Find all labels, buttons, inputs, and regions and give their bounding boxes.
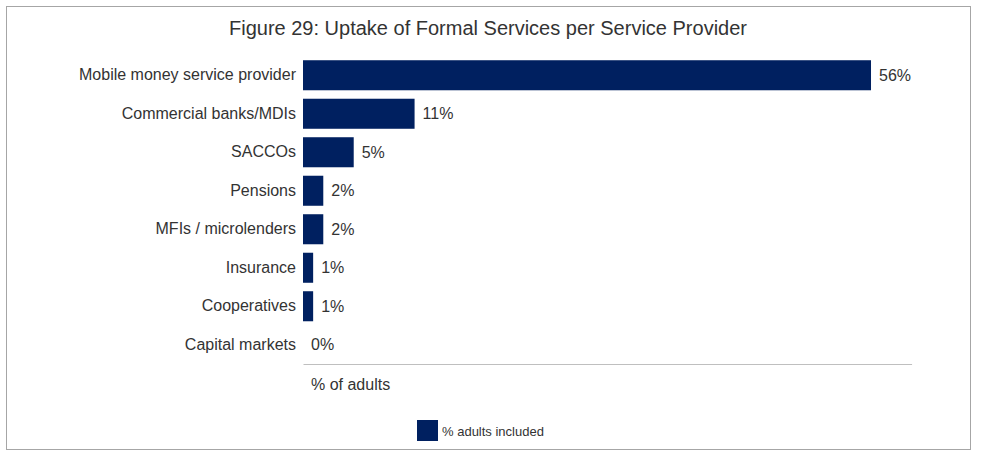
y-tick-label: Insurance <box>226 259 296 276</box>
y-tick-label: SACCOs <box>231 143 296 160</box>
chart: Figure 29: Uptake of Formal Services per… <box>0 0 984 456</box>
data-label: 56% <box>879 67 911 84</box>
bar <box>303 330 304 360</box>
y-tick: MFIs / microlenders <box>156 220 303 237</box>
y-tick: Insurance <box>226 259 303 276</box>
bar <box>303 137 354 167</box>
chart-title: Figure 29: Uptake of Formal Services per… <box>229 17 747 39</box>
bar <box>303 291 313 321</box>
y-tick: SACCOs <box>231 143 303 160</box>
plot-area: 56% 11% 5% 2% 2% 1% 1% 0% Mobile money service p… <box>79 60 912 364</box>
x-axis <box>304 364 913 365</box>
bar <box>303 60 871 90</box>
bar <box>303 176 323 206</box>
data-label: 0% <box>311 336 334 353</box>
bars <box>303 60 871 321</box>
x-axis-line <box>304 364 913 365</box>
data-label: 1% <box>321 259 344 276</box>
bar <box>303 214 323 244</box>
data-label: 11% <box>423 105 454 122</box>
x-axis-title: % of adults <box>311 376 390 393</box>
y-tick-label: Commercial banks/MDIs <box>122 105 296 122</box>
data-label: 5% <box>362 144 385 161</box>
y-tick: Mobile money service provider <box>79 66 303 83</box>
y-tick: Pensions <box>230 182 303 199</box>
chart-frame <box>7 7 971 450</box>
legend-label: % adults included <box>442 424 544 439</box>
data-label: 1% <box>321 298 344 315</box>
bar <box>303 253 313 283</box>
y-tick: Commercial banks/MDIs <box>122 105 303 122</box>
y-tick-label: Cooperatives <box>202 297 296 314</box>
y-tick: Cooperatives <box>202 297 303 314</box>
legend: % adults included <box>417 420 544 441</box>
y-tick-label: Capital markets <box>185 336 296 353</box>
y-tick-label: MFIs / microlenders <box>156 220 296 237</box>
legend-swatch <box>417 420 438 441</box>
y-tick-label: Mobile money service provider <box>79 66 297 83</box>
bar <box>303 99 415 129</box>
y-axis: Mobile money service provider Commercial … <box>79 66 303 353</box>
data-label: 2% <box>331 221 354 238</box>
data-label: 2% <box>331 182 354 199</box>
y-tick: Capital markets <box>185 336 303 353</box>
data-labels: 56% 11% 5% 2% 2% 1% 1% 0% <box>311 67 911 354</box>
y-tick-label: Pensions <box>230 182 296 199</box>
